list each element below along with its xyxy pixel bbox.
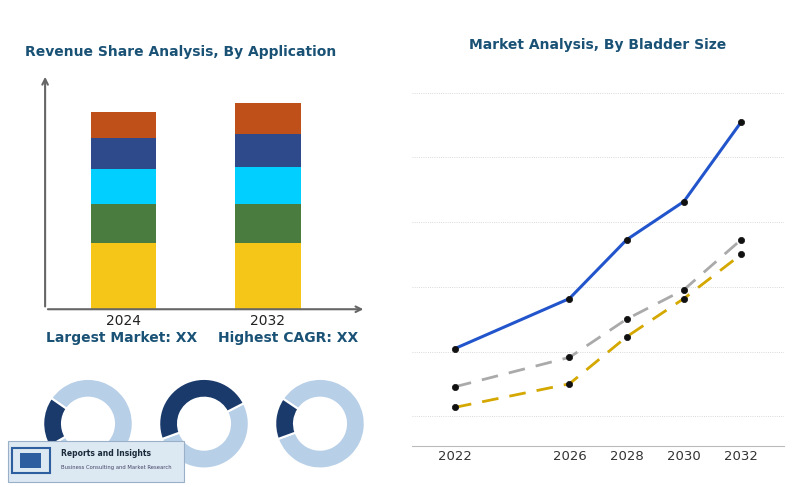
Bar: [235, 133, 301, 167]
Bar: [91, 169, 157, 204]
Title: Market Analysis, By Bladder Size: Market Analysis, By Bladder Size: [470, 38, 726, 53]
Bar: [91, 112, 157, 138]
Text: Business Consulting and Market Research: Business Consulting and Market Research: [61, 465, 171, 470]
Wedge shape: [275, 399, 298, 439]
Bar: [235, 204, 301, 244]
Wedge shape: [278, 379, 365, 468]
Text: Largest Market: XX: Largest Market: XX: [46, 331, 197, 345]
Bar: [235, 244, 301, 309]
Bar: [91, 244, 157, 309]
Wedge shape: [43, 398, 66, 446]
FancyBboxPatch shape: [11, 448, 50, 472]
Text: GLOBAL CURING BLADDER MARKET SEGMENT ANALYSIS: GLOBAL CURING BLADDER MARKET SEGMENT ANA…: [14, 21, 517, 37]
FancyBboxPatch shape: [8, 441, 184, 482]
Text: Revenue Share Analysis, By Application: Revenue Share Analysis, By Application: [25, 45, 336, 59]
Wedge shape: [162, 403, 249, 468]
Bar: [235, 103, 301, 133]
Text: Highest CAGR: XX: Highest CAGR: XX: [218, 331, 358, 345]
Bar: [91, 204, 157, 244]
Bar: [91, 138, 157, 169]
Bar: [235, 167, 301, 204]
Wedge shape: [50, 379, 133, 468]
FancyBboxPatch shape: [20, 453, 42, 468]
Text: Reports and Insights: Reports and Insights: [61, 449, 151, 458]
Wedge shape: [159, 379, 244, 439]
